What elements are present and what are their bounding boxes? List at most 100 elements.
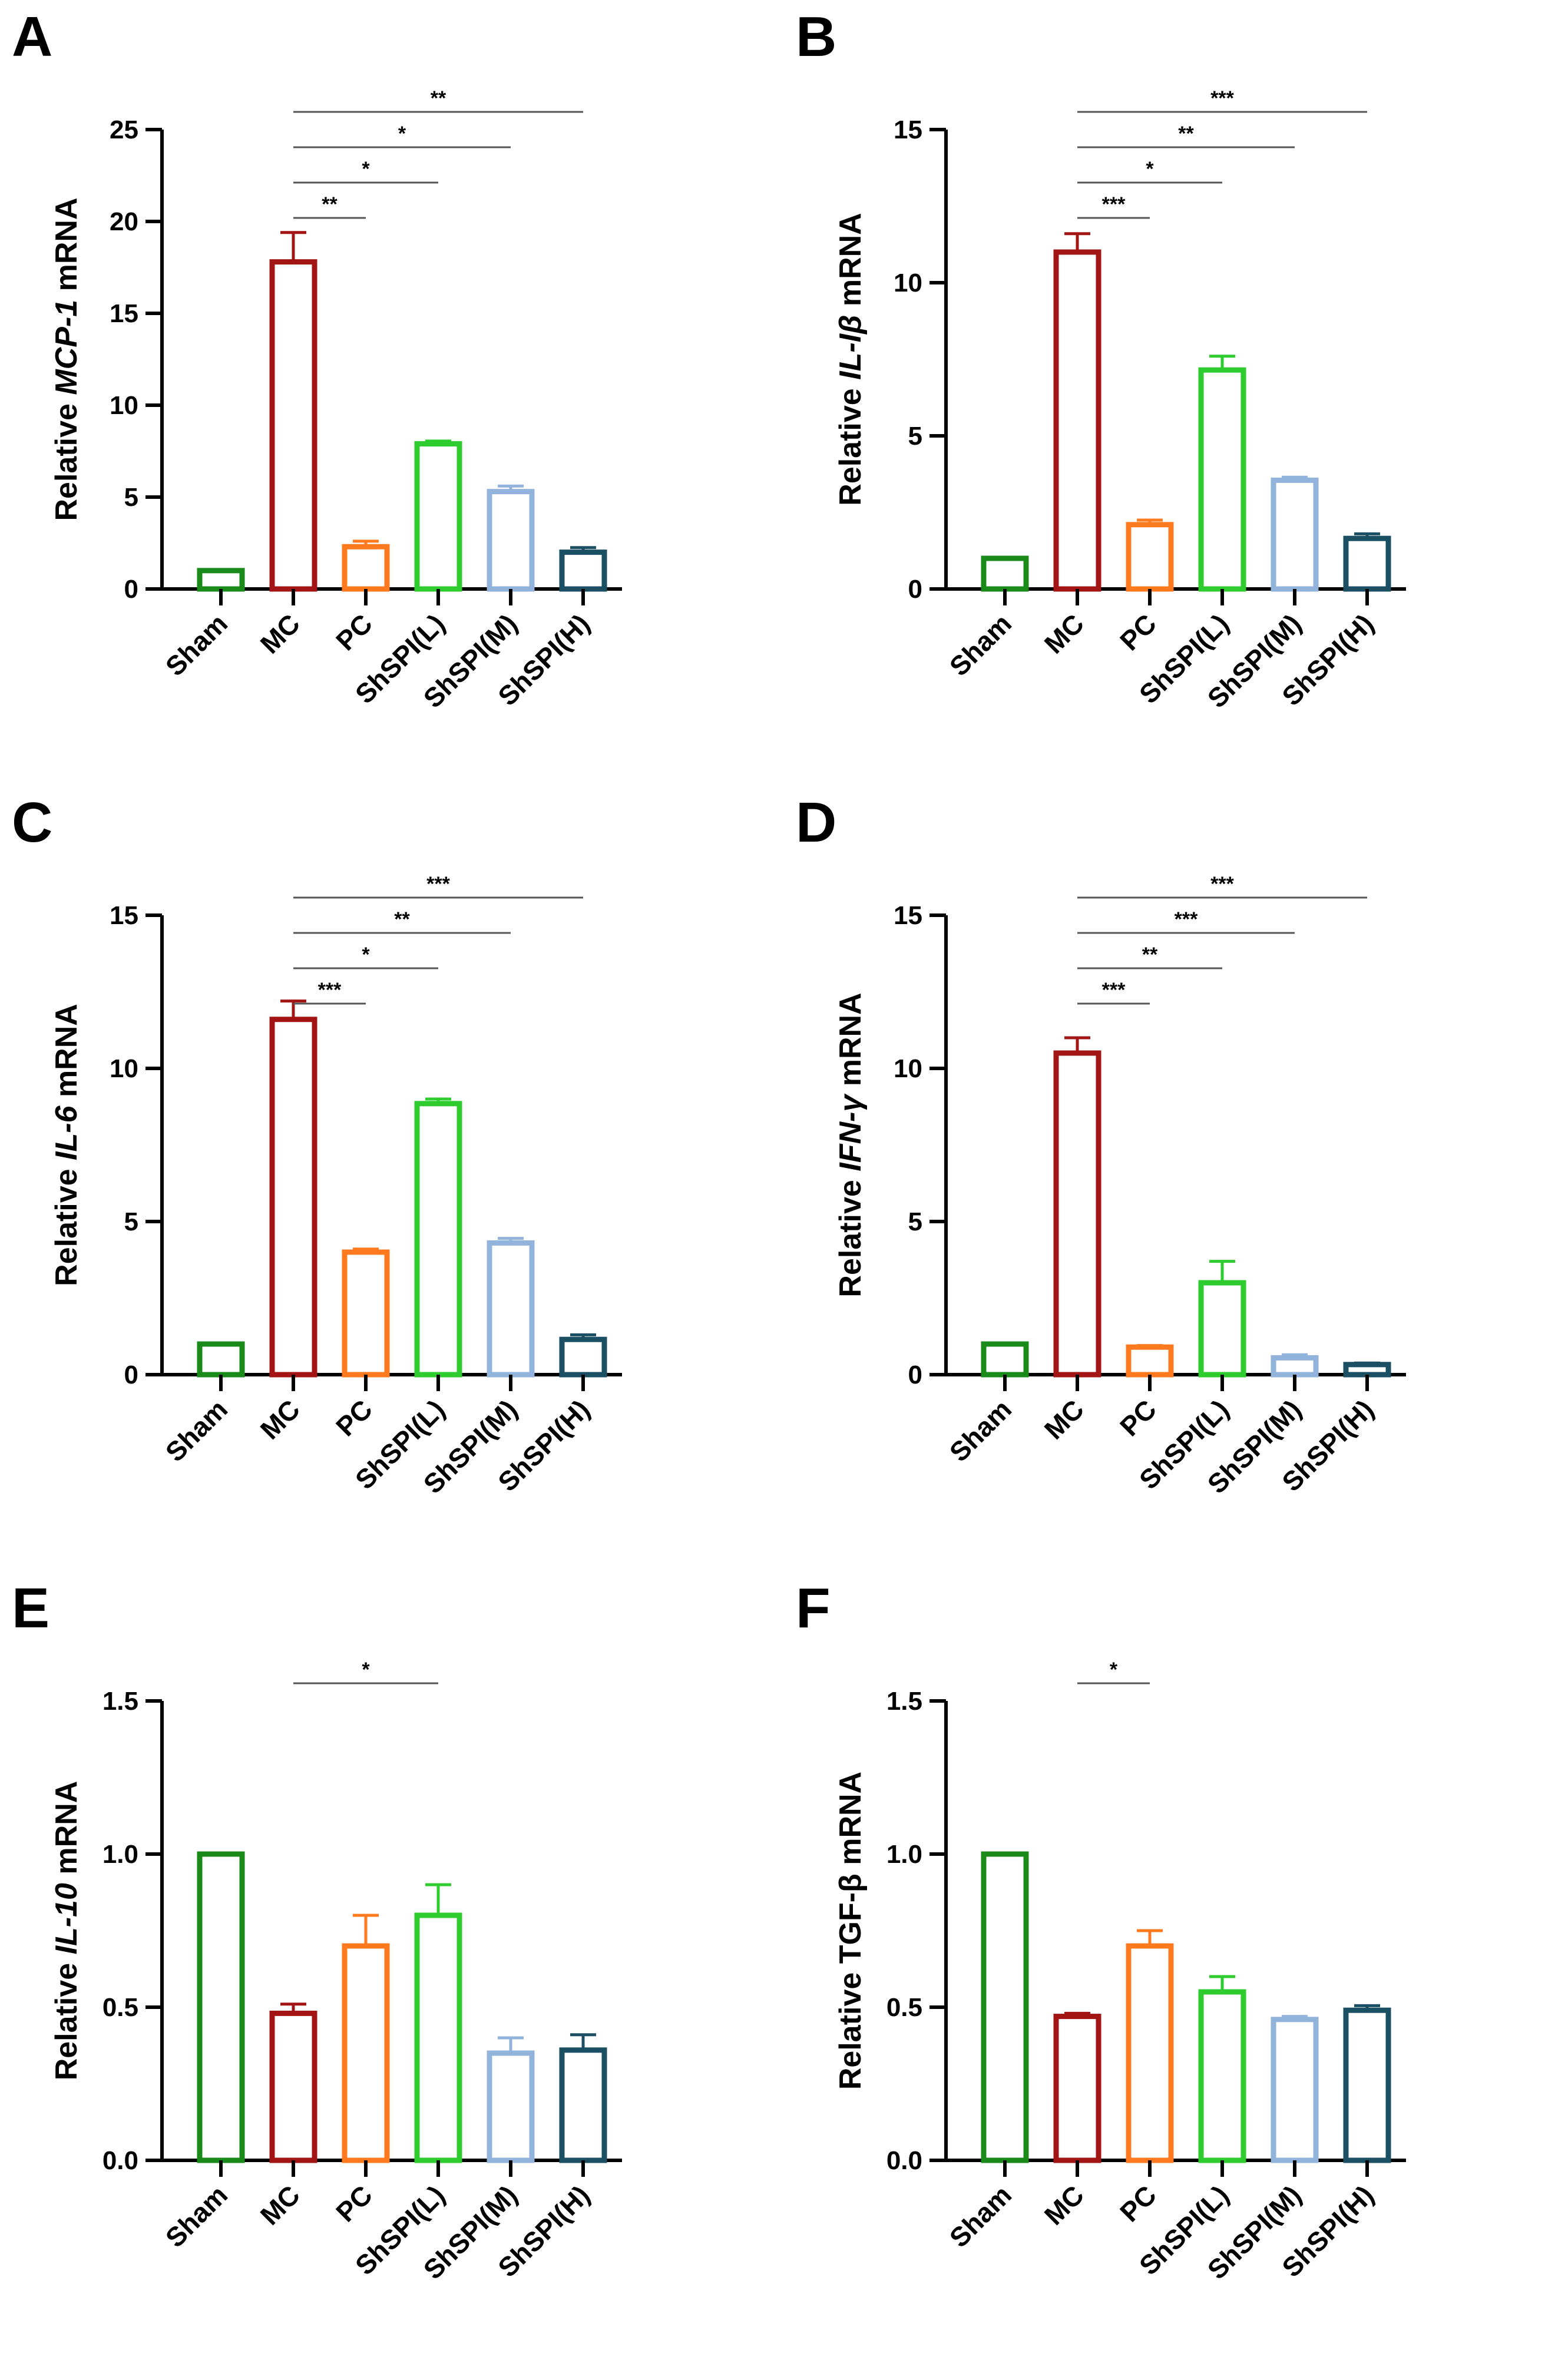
panel-C: C 0 5 10 15 Relative IL-6 mRNA Sham MC PC ShSPI(L… — [0, 786, 784, 1571]
y-tick-label: 5 — [124, 483, 138, 512]
bar-ShSPI(M) — [487, 2050, 535, 2163]
bar-ShSPI(H) — [559, 2047, 607, 2163]
y-tick-label: 20 — [110, 207, 138, 236]
bar-ShSPI(M) — [487, 489, 535, 592]
bar-ShSPI(M) — [1271, 1355, 1319, 1378]
y-axis-title: Relative IFN-γ mRNA — [833, 992, 868, 1297]
y-tick-label: 10 — [894, 269, 922, 297]
bar-MC — [269, 2010, 317, 2163]
panel-letter: F — [796, 1577, 831, 1640]
bar-Sham — [981, 555, 1029, 592]
panel-B: B 0 5 10 15 Relative IL-Iβ mRNA Sham MC PC ShSPI(… — [784, 0, 1568, 786]
bar-Sham — [981, 1851, 1029, 2163]
x-tick-label: Sham — [160, 2179, 233, 2253]
bar-Sham — [981, 1341, 1029, 1378]
x-tick-label: Sham — [160, 608, 233, 681]
bar-PC — [342, 1249, 390, 1378]
x-tick-label: MC — [254, 608, 306, 659]
bar-ShSPI(L) — [414, 1101, 462, 1378]
significance-label: * — [362, 1659, 370, 1681]
x-tick-label: Sham — [160, 1394, 233, 1467]
significance-label: ** — [394, 908, 410, 931]
x-tick-label: MC — [1038, 1394, 1090, 1445]
significance-label: *** — [1102, 193, 1126, 216]
y-axis-title: Relative IL-10 mRNA — [49, 1781, 84, 2081]
y-tick-label: 1.5 — [102, 1687, 138, 1716]
y-tick-label: 0 — [124, 1361, 138, 1389]
significance-label: * — [1110, 1659, 1118, 1681]
chart-E: E 0.0 0.5 1.0 1.5 Relative IL-10 mRNA Sham MC PC… — [12, 1577, 622, 2285]
y-tick-label: 1.0 — [886, 1840, 922, 1869]
y-axis-title: Relative IL-Iβ mRNA — [833, 213, 868, 505]
bar-ShSPI(H) — [1343, 1362, 1391, 1378]
panel-F: F 0.0 0.5 1.0 1.5 Relative TGF-β mRNA Sham MC PC… — [784, 1571, 1568, 2357]
significance-label: *** — [1210, 87, 1234, 110]
x-tick-label: MC — [1038, 2179, 1090, 2230]
bar-MC — [269, 259, 317, 592]
x-tick-label: PC — [330, 2179, 378, 2227]
x-tick-label: Sham — [944, 1394, 1017, 1467]
bar-MC — [1053, 249, 1101, 592]
y-tick-label: 1.0 — [102, 1840, 138, 1869]
panel-letter: B — [796, 5, 836, 68]
bar-PC — [342, 1943, 390, 2163]
y-tick-label: 10 — [110, 391, 138, 420]
y-tick-label: 15 — [110, 299, 138, 328]
y-axis-title: Relative TGF-β mRNA — [833, 1772, 868, 2090]
x-tick-label: PC — [330, 608, 378, 656]
significance-label: * — [362, 944, 370, 966]
y-tick-label: 0 — [124, 575, 138, 604]
bar-ShSPI(L) — [414, 1912, 462, 2163]
bar-ShSPI(L) — [414, 441, 462, 592]
significance-label: *** — [318, 979, 342, 1001]
y-tick-label: 5 — [124, 1207, 138, 1236]
bar-PC — [1126, 1344, 1174, 1378]
bar-Sham — [197, 568, 245, 592]
panel-letter: A — [12, 5, 52, 68]
y-tick-label: 0.0 — [886, 2146, 922, 2175]
panel-D: D 0 5 10 15 Relative IFN-γ mRNA Sham MC PC ShSPI(… — [784, 786, 1568, 1571]
significance-label: *** — [1175, 908, 1198, 931]
y-tick-label: 10 — [894, 1054, 922, 1083]
y-tick-label: 5 — [908, 1207, 922, 1236]
bar-ShSPI(M) — [1271, 2017, 1319, 2163]
bar-ShSPI(M) — [487, 1240, 535, 1378]
bar-MC — [269, 1017, 317, 1378]
x-tick-label: PC — [1114, 608, 1162, 656]
bar-ShSPI(H) — [559, 550, 607, 592]
y-tick-label: 5 — [908, 422, 922, 451]
significance-label: * — [362, 158, 370, 180]
panel-letter: C — [12, 791, 52, 854]
x-tick-label: PC — [1114, 1394, 1162, 1442]
bar-ShSPI(H) — [559, 1336, 607, 1378]
significance-label: *** — [1210, 873, 1234, 895]
bar-ShSPI(H) — [1343, 2007, 1391, 2163]
y-tick-label: 0.5 — [886, 1993, 922, 2022]
x-tick-label: Sham — [944, 2179, 1017, 2253]
bar-PC — [1126, 522, 1174, 592]
significance-label: *** — [1102, 979, 1126, 1001]
y-tick-label: 0.5 — [102, 1993, 138, 2022]
x-tick-label: PC — [330, 1394, 378, 1442]
x-tick-label: MC — [254, 2179, 306, 2230]
bar-ShSPI(M) — [1271, 477, 1319, 592]
panel-letter: D — [796, 791, 836, 854]
significance-label: *** — [426, 873, 450, 895]
y-axis-title: Relative IL-6 mRNA — [49, 1004, 84, 1286]
bar-PC — [342, 544, 390, 592]
bar-ShSPI(L) — [1198, 1280, 1246, 1378]
significance-label: * — [1146, 158, 1154, 180]
x-tick-label: MC — [254, 1394, 306, 1445]
significance-label: ** — [1142, 944, 1158, 966]
bar-PC — [1126, 1943, 1174, 2163]
bar-MC — [1053, 1050, 1101, 1378]
bar-ShSPI(H) — [1343, 535, 1391, 592]
y-tick-label: 0.0 — [102, 2146, 138, 2175]
bar-Sham — [197, 1341, 245, 1378]
bar-ShSPI(L) — [1198, 1989, 1246, 2163]
